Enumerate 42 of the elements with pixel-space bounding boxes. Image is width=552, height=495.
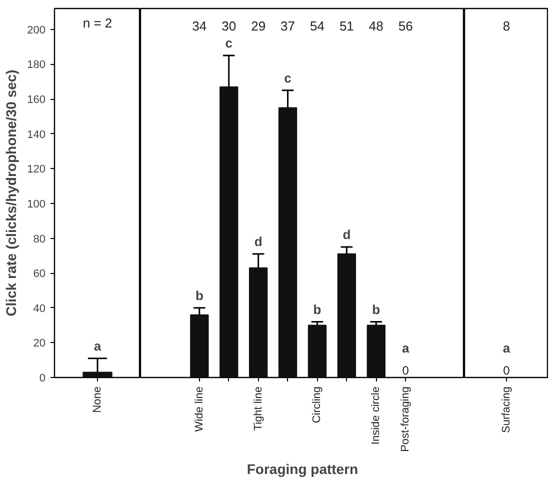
- y-axis-title: Click rate (clicks/hydrophone/30 sec): [3, 70, 20, 316]
- y-tick-label: 140: [27, 128, 46, 141]
- y-tick-label: 200: [27, 24, 46, 36]
- annotation: d: [342, 226, 351, 242]
- y-tick-label: 180: [27, 59, 46, 72]
- y-tick-label: 160: [27, 94, 46, 106]
- x-tick-label: Tight line: [252, 386, 264, 431]
- annotation: n = 2: [82, 16, 112, 30]
- annotation: a: [502, 340, 511, 356]
- annotation: 8: [502, 18, 510, 34]
- y-tick-label: 20: [33, 338, 46, 350]
- y-tick-label: 100: [27, 198, 46, 210]
- y-tick-label: 60: [33, 268, 46, 280]
- annotation: 30: [222, 18, 236, 34]
- data-label: 0: [503, 364, 510, 378]
- y-tick-label: 120: [27, 164, 46, 176]
- annotation: a: [402, 340, 410, 356]
- annotation: c: [284, 70, 292, 86]
- y-tick-label: 0: [39, 372, 46, 384]
- annotation: b: [313, 302, 322, 317]
- annotation: 54: [310, 18, 324, 34]
- x-tick-label: Circling: [311, 386, 324, 424]
- y-tick-label: 80: [33, 233, 46, 246]
- y-tick-label: 40: [33, 302, 46, 315]
- x-tick-label: Surfacing: [500, 386, 512, 433]
- x-axis-title: Foraging pattern: [246, 460, 358, 477]
- annotation: 56: [398, 18, 413, 34]
- annotation: a: [94, 338, 102, 354]
- x-tick-label: None: [92, 386, 104, 413]
- x-tick-label: Post-foraging: [400, 386, 412, 452]
- annotation: 51: [339, 18, 354, 34]
- x-tick-label: Inside circle: [370, 386, 382, 445]
- x-tick-label: Wide line: [193, 386, 206, 432]
- data-label: 0: [402, 364, 410, 378]
- annotation: c: [225, 35, 232, 50]
- annotation: 37: [280, 18, 296, 34]
- annotation: 48: [368, 18, 384, 34]
- annotation: 29: [251, 18, 266, 34]
- annotation: b: [372, 302, 380, 317]
- annotation: d: [254, 234, 262, 249]
- annotation: b: [195, 288, 204, 303]
- annotation: 34: [192, 18, 207, 34]
